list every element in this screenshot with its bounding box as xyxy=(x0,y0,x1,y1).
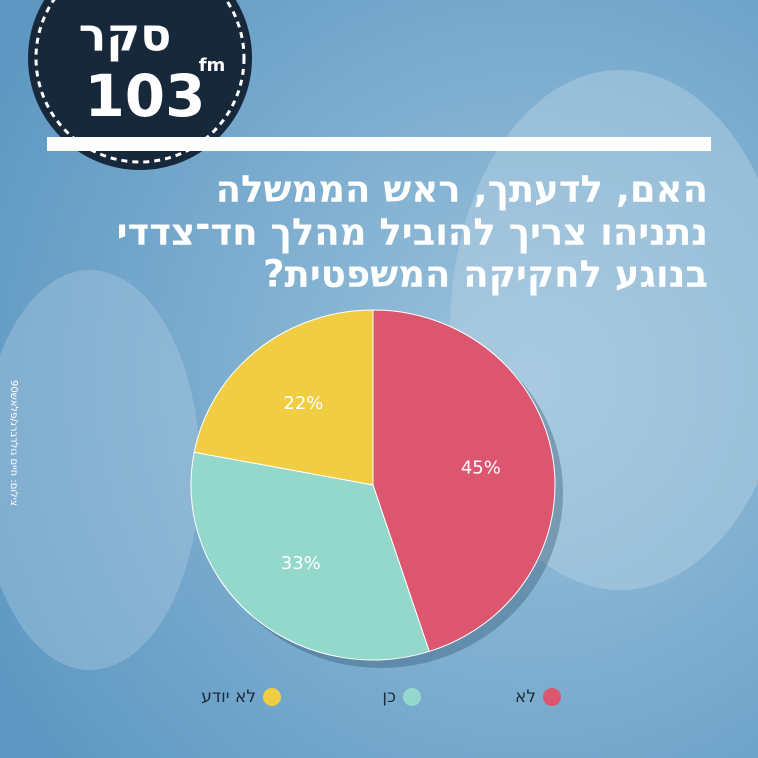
legend-label: לא יודע xyxy=(201,687,256,707)
pie-slice xyxy=(190,451,430,661)
title-line: האם, לדעתך, ראש הממשלה xyxy=(216,168,708,211)
legend-swatch xyxy=(543,688,561,706)
title-rule xyxy=(47,137,711,151)
logo-ring xyxy=(34,0,246,164)
legend-swatch xyxy=(263,688,281,706)
pie-slice xyxy=(193,309,374,486)
value-label: 45% xyxy=(461,458,501,479)
legend-label: לא xyxy=(515,687,536,707)
legend-label: כן xyxy=(382,687,396,707)
logo-number: 103 xyxy=(84,62,205,130)
logo: סקר 103 fm xyxy=(28,0,252,170)
logo-suffix: fm xyxy=(199,55,226,76)
legend: לא כן לא יודע xyxy=(201,687,561,707)
logo-word: סקר xyxy=(79,8,172,62)
logo-badge xyxy=(28,0,252,170)
value-label: 22% xyxy=(283,393,323,414)
photo-shape xyxy=(0,270,200,670)
title-line: בנוגע לחקיקה המשפטית? xyxy=(263,253,708,296)
value-label: 33% xyxy=(281,553,321,574)
pie-slice xyxy=(372,309,556,653)
legend-swatch xyxy=(403,688,421,706)
photo-credit: צילום: חיים גולדברג/פלאש90 xyxy=(8,380,19,506)
pie: 45% 33% 22% xyxy=(190,309,563,668)
title-line: נתניהו צריך להוביל מהלך חד־צדדי xyxy=(117,211,708,254)
